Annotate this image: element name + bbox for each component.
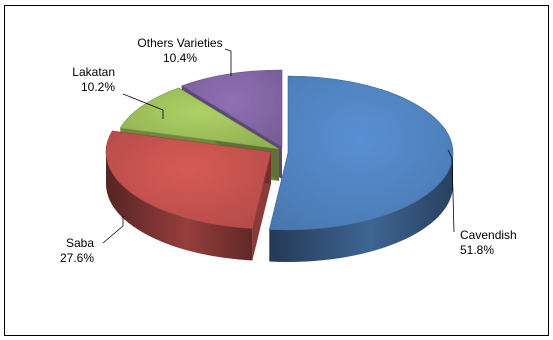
slice-outer-wall-saba — [106, 152, 253, 261]
slice-value-label-lakatan: 10.2% — [81, 80, 115, 94]
slice-label-others-varieties: Others Varieties — [137, 36, 222, 50]
slice-label-saba: Saba — [66, 236, 94, 250]
slice-outer-wall-cavendish — [269, 153, 453, 263]
slice-value-label-saba: 27.6% — [60, 251, 94, 265]
slice-cavendish — [269, 75, 454, 231]
slice-value-label-others-varieties: 10.4% — [163, 51, 197, 65]
leader-line-others-varieties — [224, 48, 232, 76]
chart-frame: Cavendish 51.8% Saba 27.6% Lakatan 10.2% Other… — [4, 5, 549, 336]
slice-others-varieties — [180, 69, 283, 148]
slice-saba — [105, 130, 272, 229]
slice-value-label-cavendish: 51.8% — [460, 243, 494, 257]
pie-top-faces — [105, 69, 454, 231]
slice-label-cavendish: Cavendish — [460, 228, 517, 242]
slice-label-lakatan: Lakatan — [72, 65, 115, 79]
leader-lines — [102, 48, 455, 244]
slice-lakatan — [119, 87, 280, 150]
leader-line-lakatan — [122, 93, 164, 119]
leader-line-cavendish — [447, 149, 455, 233]
leader-line-saba — [102, 216, 124, 244]
